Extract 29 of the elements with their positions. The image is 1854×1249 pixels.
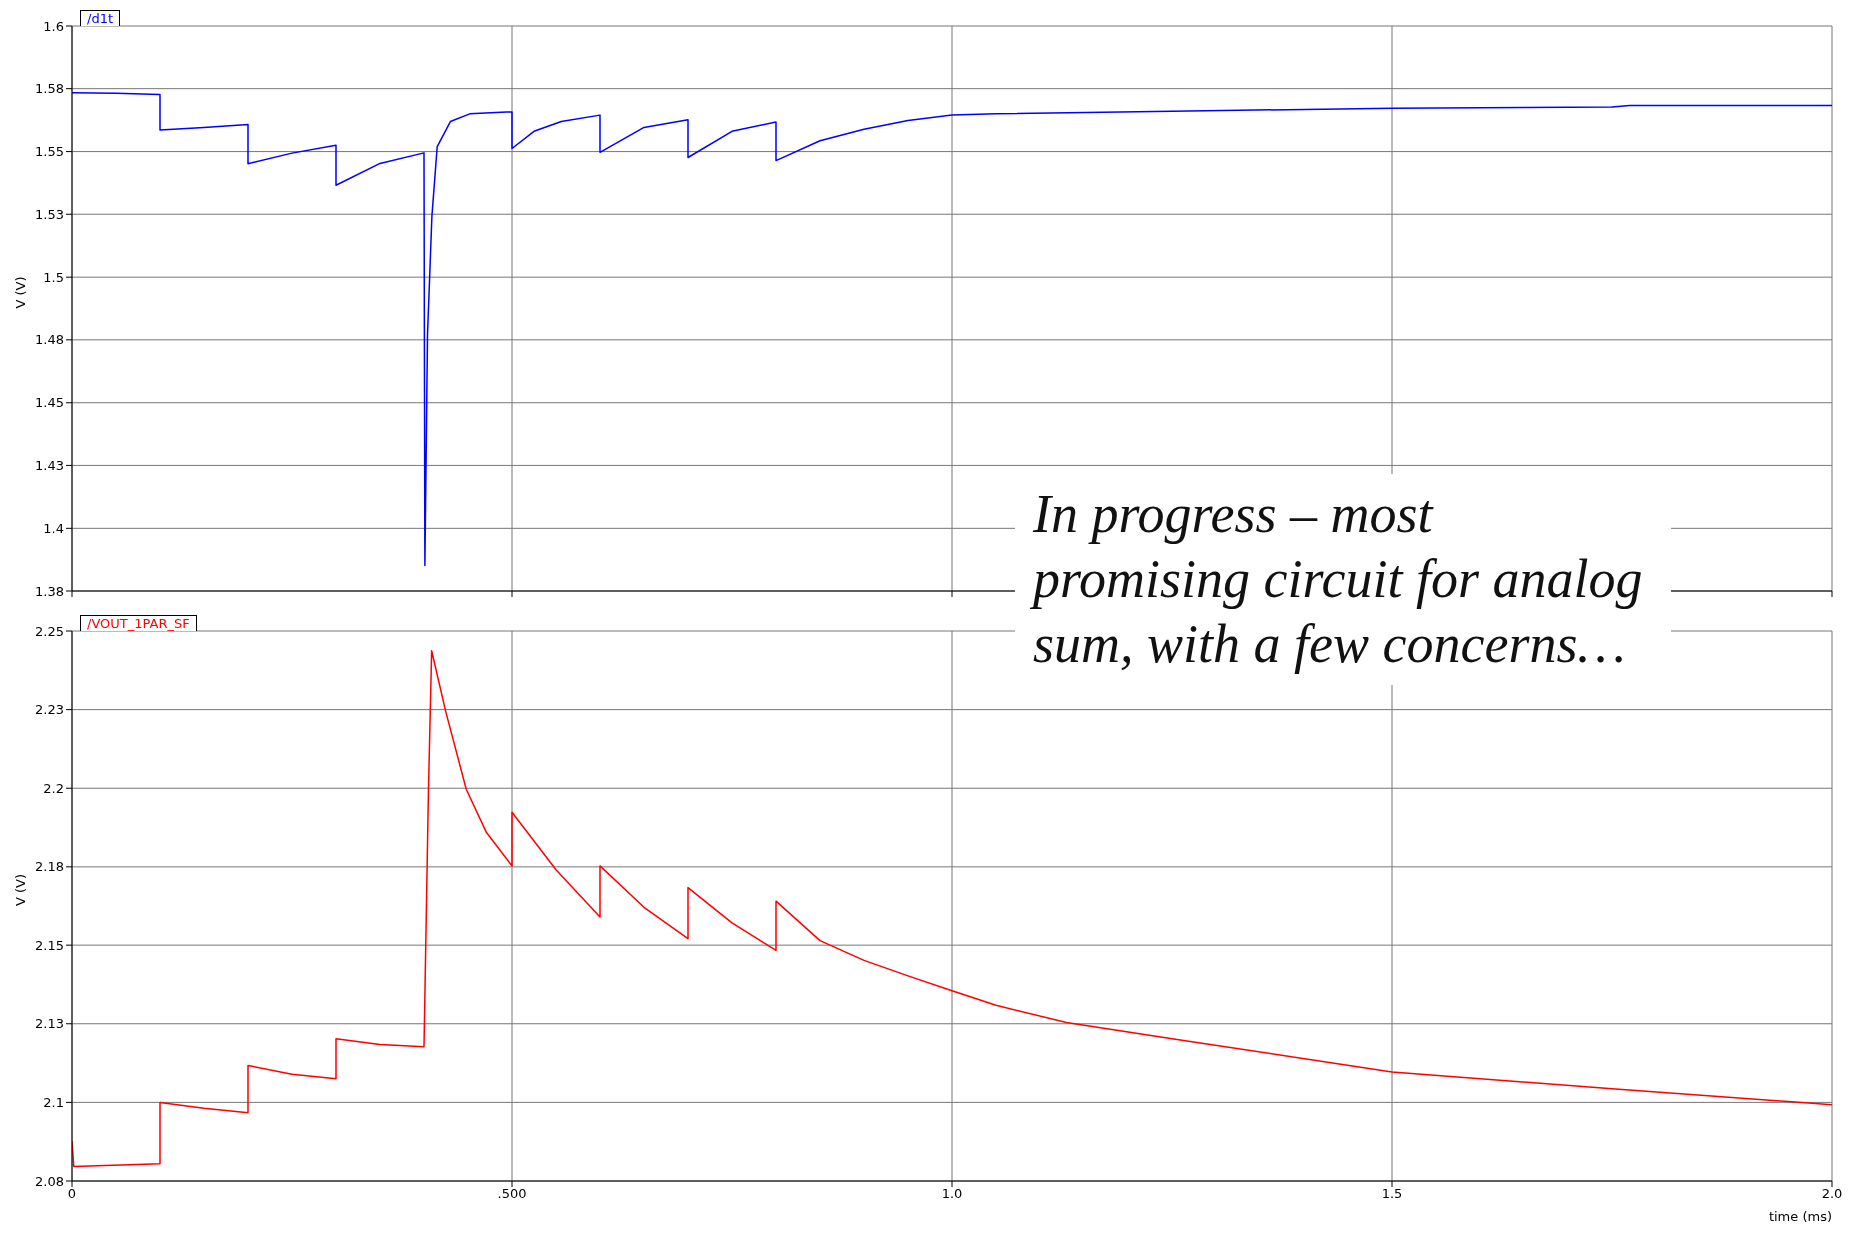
y-tick-label: 2.15: [35, 937, 64, 953]
y-tick-label: 2.08: [35, 1173, 64, 1189]
y-tick-label: 2.23: [35, 702, 64, 718]
y-axis-title: V (V): [12, 873, 28, 906]
y-tick-label: 2.1: [43, 1095, 64, 1110]
y-axis-title: V (V): [12, 276, 28, 309]
y-tick-label: 1.43: [35, 458, 64, 474]
y-tick-label: 2.13: [35, 1016, 64, 1032]
y-tick-label: 1.53: [35, 206, 64, 222]
x-tick-label: .500: [497, 1186, 527, 1202]
y-tick-label: 2.25: [35, 623, 64, 639]
y-tick-label: 1.4: [43, 520, 64, 536]
y-tick-label: 1.58: [35, 81, 64, 97]
text: /d1t: [80, 10, 120, 26]
y-tick-label: 1.48: [35, 332, 64, 348]
annotation: In progress – most promising circuit for analog sum, with a few concerns…: [1015, 474, 1671, 685]
x-tick-label: 0: [67, 1186, 77, 1202]
y-tick-label: 1.5: [43, 269, 64, 285]
x-tick-label: 2.0: [1821, 1186, 1843, 1202]
y-tick-label: 2.2: [43, 780, 64, 796]
x-axis-title: time (ms): [1768, 1209, 1832, 1224]
x-tick-label: 1.5: [1381, 1186, 1403, 1202]
text: /VOUT_1PAR_SF: [80, 615, 197, 631]
y-tick-label: 1.6: [43, 18, 64, 34]
y-tick-label: 1.45: [35, 395, 64, 411]
y-tick-label: 2.18: [35, 859, 64, 875]
y-tick-label: 1.55: [35, 144, 64, 160]
y-tick-label: 1.38: [35, 583, 64, 599]
x-tick-label: 1.0: [941, 1186, 963, 1202]
